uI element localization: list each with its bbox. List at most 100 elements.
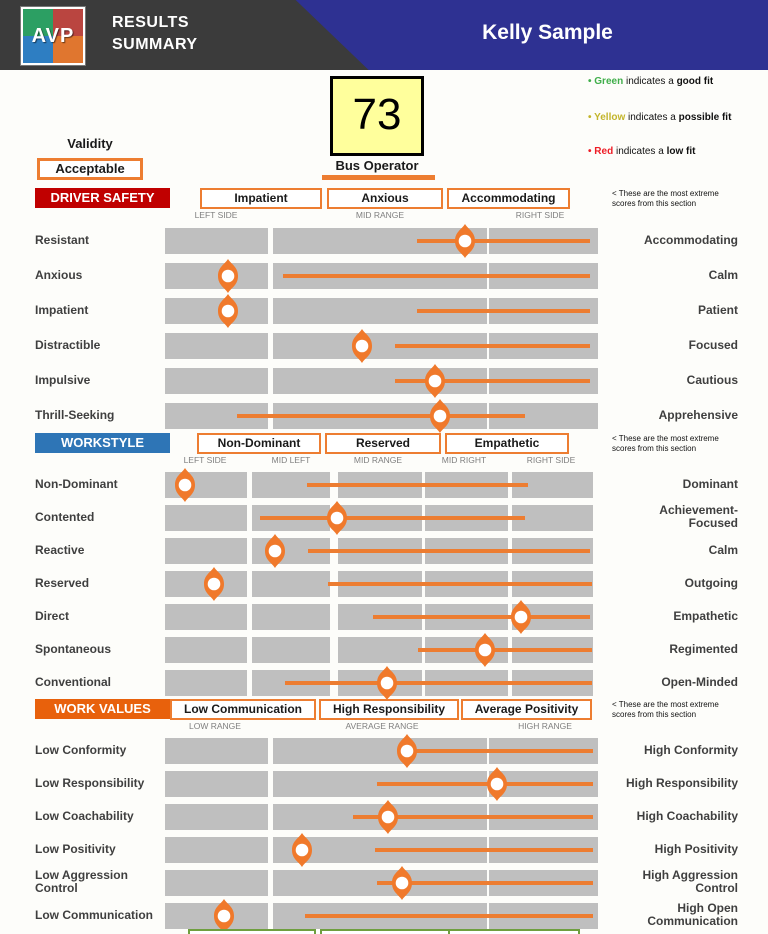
score-range-line	[308, 548, 590, 553]
range-label: LOW RANGE	[189, 721, 241, 731]
scale-right-label: Calm	[708, 267, 738, 282]
extreme-score-box: Anxious	[327, 188, 443, 209]
legend-color-word: Green	[594, 76, 624, 87]
person-name: Kelly Sample	[482, 21, 613, 44]
scale-right-label: Empathetic	[673, 608, 738, 623]
section-title: WORK VALUES	[35, 699, 170, 719]
section-header-row: WORK VALUES Low Communication High Respons…	[0, 699, 768, 721]
bar-segment	[165, 669, 247, 696]
scale-row: Direct Empathetic	[0, 599, 768, 634]
scale-bar	[165, 467, 598, 502]
scale-row: Anxious Calm	[0, 258, 768, 293]
score-range-line	[373, 614, 590, 619]
scale-row: Low Responsibility High Responsibility	[0, 766, 768, 801]
score-range-line	[375, 847, 593, 852]
score-marker-icon	[510, 599, 532, 634]
scale-row: Reactive Calm	[0, 533, 768, 568]
bar-segment	[165, 737, 268, 764]
scale-bar	[165, 398, 598, 433]
legend-fit-label: good fit	[676, 76, 714, 87]
score-range-line	[417, 238, 590, 243]
scale-left-label: Contented	[35, 509, 95, 524]
range-label: HIGH RANGE	[518, 721, 572, 731]
sections-container: DRIVER SAFETY Impatient Anxious Accommodati…	[0, 188, 768, 933]
scale-bar	[165, 533, 598, 568]
score-marker-icon	[264, 533, 286, 568]
peek-box	[448, 929, 580, 934]
section-work-values: WORK VALUES Low Communication High Respons…	[0, 699, 768, 933]
logo-quadrant	[23, 9, 53, 36]
scale-left-label: Low Conformity	[35, 742, 127, 757]
score-marker-icon	[391, 865, 413, 900]
range-label: MID LEFT	[271, 455, 311, 465]
validity-label: Validity	[67, 136, 113, 151]
score-range-line	[407, 748, 593, 753]
bar-segment	[165, 332, 268, 359]
score-range-line	[418, 647, 592, 652]
score-marker-icon	[174, 467, 196, 502]
bar-segment	[165, 262, 268, 289]
scale-right-label: Regimented	[669, 641, 738, 656]
scale-row: Distractible Focused	[0, 328, 768, 363]
scale-right-label: Open-Minded	[661, 674, 738, 689]
scale-row: Low Conformity High Conformity	[0, 733, 768, 768]
score-marker-icon	[454, 223, 476, 258]
scale-left-label: Low Coachability	[35, 808, 134, 823]
scale-right-label: High Aggression Control	[642, 867, 738, 896]
scale-bar	[165, 832, 598, 867]
range-label: MID RANGE	[355, 210, 405, 220]
scale-left-label: Anxious	[35, 267, 83, 282]
bar-segment	[165, 504, 247, 531]
logo-quadrants	[23, 9, 83, 63]
scale-bar	[165, 898, 598, 933]
scale-left-label: Spontaneous	[35, 641, 112, 656]
scale-row: Low Coachability High Coachability	[0, 799, 768, 834]
scale-bar	[165, 799, 598, 834]
bar-segment	[165, 603, 247, 630]
scale-right-label: Outgoing	[684, 575, 738, 590]
scale-left-label: Thrill-Seeking	[35, 407, 115, 422]
score-range-line	[285, 680, 592, 685]
scale-left-label: Direct	[35, 608, 70, 623]
avp-logo: AVP	[21, 7, 85, 65]
extreme-score-box: Accommodating	[447, 188, 570, 209]
scale-row: Reserved Outgoing	[0, 566, 768, 601]
scale-bar	[165, 632, 598, 667]
score-range-line	[417, 308, 590, 313]
score-marker-icon	[291, 832, 313, 867]
range-label: RIGHT SIDE	[515, 210, 565, 220]
scale-bar	[165, 566, 598, 601]
scale-left-label: Reactive	[35, 542, 85, 557]
score-marker-icon	[486, 766, 508, 801]
scale-bar	[165, 328, 598, 363]
scale-row: Low Positivity High Positivity	[0, 832, 768, 867]
scale-bar	[165, 223, 598, 258]
extreme-score-box: Empathetic	[445, 433, 569, 454]
score-range-line	[328, 581, 592, 586]
logo-quadrant	[53, 36, 83, 63]
score-marker-icon	[351, 328, 373, 363]
scale-row: Spontaneous Regimented	[0, 632, 768, 667]
score-role-label: Bus Operator	[335, 158, 419, 173]
bar-segment	[165, 297, 268, 324]
score-range-line	[283, 273, 590, 278]
section-note: < These are the most extreme scores from…	[612, 434, 719, 454]
section-workstyle: WORKSTYLE Non-Dominant Reserved Empathetic <…	[0, 433, 768, 700]
logo-quadrant	[23, 36, 53, 63]
bar-segment	[252, 603, 330, 630]
scale-row: Contented Achievement- Focused	[0, 500, 768, 535]
legend-bullet-icon: •	[588, 146, 595, 157]
scale-right-label: High Responsibility	[625, 775, 738, 790]
score-marker-icon	[217, 293, 239, 328]
score-marker-icon	[429, 398, 451, 433]
bar-segment	[252, 636, 330, 663]
range-labels-row: LOW RANGE AVERAGE RANGE HIGH RANGE	[0, 721, 768, 734]
bar-segment	[338, 636, 422, 663]
bar-segment	[165, 227, 268, 254]
summary-area: Validity Acceptable 73 Bus Operator • Gr…	[0, 70, 768, 188]
bar-segment	[165, 869, 268, 896]
section-title: DRIVER SAFETY	[35, 188, 170, 208]
legend-item: • Red indicates a low fit	[588, 146, 696, 157]
scale-bar	[165, 599, 598, 634]
